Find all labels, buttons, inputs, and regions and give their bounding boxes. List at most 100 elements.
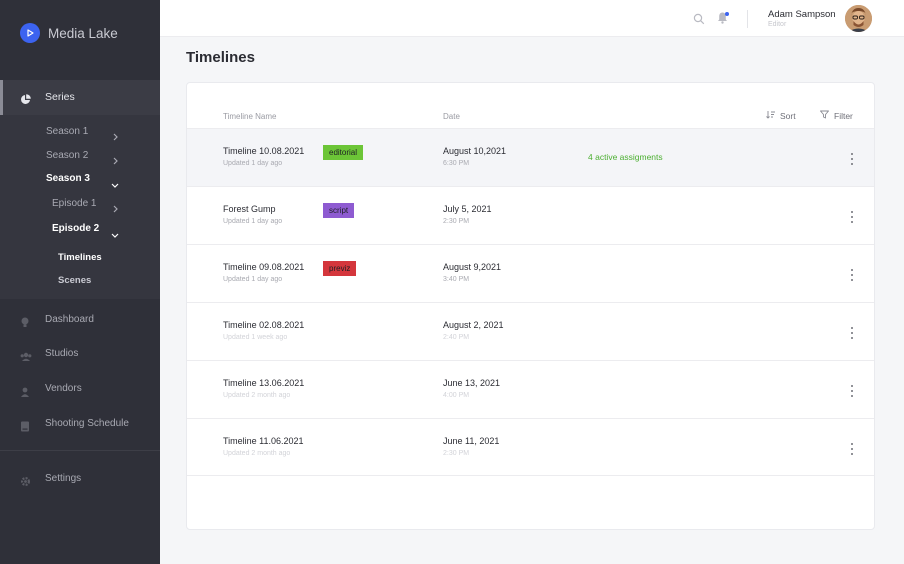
- sidebar-scenes[interactable]: Scenes: [58, 275, 91, 286]
- timeline-date: July 5, 2021: [443, 204, 492, 214]
- table-row[interactable]: Timeline 02.08.2021 Updated 1 week ago A…: [187, 302, 874, 360]
- filter-icon: [820, 110, 829, 121]
- more-vertical-icon[interactable]: [847, 443, 857, 455]
- timeline-name[interactable]: Timeline 10.08.2021: [223, 146, 305, 156]
- timeline-name[interactable]: Timeline 02.08.2021: [223, 320, 305, 330]
- notification-dot: [725, 12, 729, 16]
- sidebar: Media Lake Series Season 1 Season 2 Seas…: [0, 0, 160, 564]
- tag-badge: editorial: [323, 145, 364, 160]
- timeline-updated: Updated 1 day ago: [223, 160, 283, 167]
- episode-label: Episode 1: [52, 198, 97, 209]
- sidebar-item-label: Timelines: [58, 252, 102, 263]
- more-vertical-icon[interactable]: [847, 327, 857, 339]
- sort-icon: [766, 110, 775, 121]
- sort-button[interactable]: Sort: [766, 110, 796, 121]
- timeline-time: 4:00 PM: [443, 392, 470, 399]
- user-role: Editor: [768, 21, 787, 28]
- sidebar-item-label: Dashboard: [45, 314, 94, 325]
- timeline-time: 6:30 PM: [443, 160, 470, 167]
- app-name: Media Lake: [48, 25, 118, 41]
- chevron-right-icon[interactable]: [112, 200, 119, 218]
- sidebar-item-shooting-schedule[interactable]: Shooting Schedule: [0, 409, 160, 439]
- active-indicator: [0, 80, 3, 115]
- sidebar-item-label: Scenes: [58, 275, 92, 286]
- bulb-icon: [20, 315, 30, 333]
- timeline-updated: Updated 2 month ago: [223, 392, 291, 399]
- more-vertical-icon[interactable]: [847, 211, 857, 223]
- search-icon[interactable]: [693, 12, 705, 30]
- more-vertical-icon[interactable]: [847, 269, 857, 281]
- timeline-date: August 10,2021: [443, 146, 507, 156]
- timeline-date: August 2, 2021: [443, 320, 504, 330]
- book-icon: [20, 419, 30, 437]
- sidebar-item-label: Series: [45, 91, 75, 103]
- timeline-date: August 9,2021: [443, 262, 502, 272]
- sidebar-item-label: Settings: [45, 473, 82, 484]
- timeline-time: 2:30 PM: [443, 450, 470, 457]
- timeline-updated: Updated 1 day ago: [223, 276, 283, 283]
- tag-badge: script: [323, 203, 355, 218]
- timeline-date: June 11, 2021: [443, 436, 500, 446]
- sidebar-season-3[interactable]: Season 3: [46, 173, 90, 184]
- table-row[interactable]: Timeline 11.06.2021 Updated 2 month ago …: [187, 418, 874, 476]
- page-title: Timelines: [186, 49, 255, 66]
- season-label: Season 1: [46, 126, 89, 137]
- sidebar-season-1[interactable]: Season 1: [46, 126, 88, 137]
- sidebar-timelines[interactable]: Timelines: [58, 252, 102, 263]
- bell-icon[interactable]: [717, 11, 728, 29]
- timeline-time: 3:40 PM: [443, 276, 470, 283]
- timeline-updated: Updated 1 day ago: [223, 218, 283, 225]
- sidebar-divider: [0, 450, 160, 451]
- timeline-time: 2:40 PM: [443, 334, 470, 341]
- user-name[interactable]: Adam Sampson: [768, 9, 836, 20]
- timeline-updated: Updated 2 month ago: [223, 450, 291, 457]
- sidebar-item-label: Studios: [45, 348, 79, 359]
- sidebar-item-series[interactable]: Series: [0, 80, 160, 115]
- sidebar-item-label: Vendors: [45, 383, 82, 394]
- filter-button[interactable]: Filter: [820, 110, 853, 121]
- sort-label: Sort: [780, 110, 796, 121]
- column-header-date[interactable]: Date: [443, 112, 460, 121]
- column-header-name[interactable]: Timeline Name: [223, 112, 277, 121]
- sidebar-item-studios[interactable]: Studios: [0, 339, 160, 369]
- chevron-right-icon[interactable]: [112, 152, 119, 170]
- users-icon: [20, 349, 32, 367]
- tag-badge: previz: [323, 261, 357, 276]
- more-vertical-icon[interactable]: [847, 385, 857, 397]
- table-row[interactable]: Timeline 10.08.2021 Updated 1 day ago ed…: [187, 128, 874, 186]
- avatar[interactable]: [845, 5, 872, 32]
- top-bar: Adam Sampson Editor: [160, 0, 904, 37]
- timeline-name[interactable]: Timeline 13.06.2021: [223, 378, 305, 388]
- chevron-down-icon[interactable]: [111, 226, 119, 244]
- sidebar-item-label: Shooting Schedule: [45, 418, 129, 429]
- timeline-name[interactable]: Timeline 09.08.2021: [223, 262, 305, 272]
- sidebar-item-dashboard[interactable]: Dashboard: [0, 305, 160, 335]
- sidebar-episode-1[interactable]: Episode 1: [52, 198, 96, 209]
- sidebar-item-vendors[interactable]: Vendors: [0, 374, 160, 404]
- sidebar-episode-2[interactable]: Episode 2: [52, 223, 99, 234]
- timeline-updated: Updated 1 week ago: [223, 334, 288, 341]
- active-assignments-link[interactable]: 4 active assigments: [588, 152, 663, 162]
- user-icon: [20, 384, 30, 402]
- sidebar-item-settings[interactable]: Settings: [0, 464, 160, 494]
- timeline-time: 2:30 PM: [443, 218, 470, 225]
- chevron-right-icon[interactable]: [112, 128, 119, 146]
- sidebar-season-2[interactable]: Season 2: [46, 150, 88, 161]
- timeline-name[interactable]: Timeline 11.06.2021: [223, 436, 304, 446]
- gear-icon: [20, 474, 31, 492]
- timelines-table: Timeline Name Date Sort Filter Timeline …: [186, 82, 875, 530]
- timeline-date: June 13, 2021: [443, 378, 501, 388]
- filter-label: Filter: [834, 110, 853, 121]
- season-label: Season 2: [46, 150, 89, 161]
- header-divider: [747, 10, 748, 28]
- more-vertical-icon[interactable]: [847, 153, 857, 165]
- pie-chart-icon: [20, 92, 31, 110]
- brand[interactable]: Media Lake: [20, 22, 118, 44]
- series-subnav: [0, 115, 160, 299]
- chevron-down-icon[interactable]: [111, 176, 119, 194]
- play-logo-icon: [20, 23, 40, 43]
- table-row[interactable]: Timeline 09.08.2021 Updated 1 day ago pr…: [187, 244, 874, 302]
- timeline-name[interactable]: Forest Gump: [223, 204, 276, 214]
- table-row[interactable]: Forest Gump Updated 1 day ago script Jul…: [187, 186, 874, 244]
- table-row[interactable]: Timeline 13.06.2021 Updated 2 month ago …: [187, 360, 874, 418]
